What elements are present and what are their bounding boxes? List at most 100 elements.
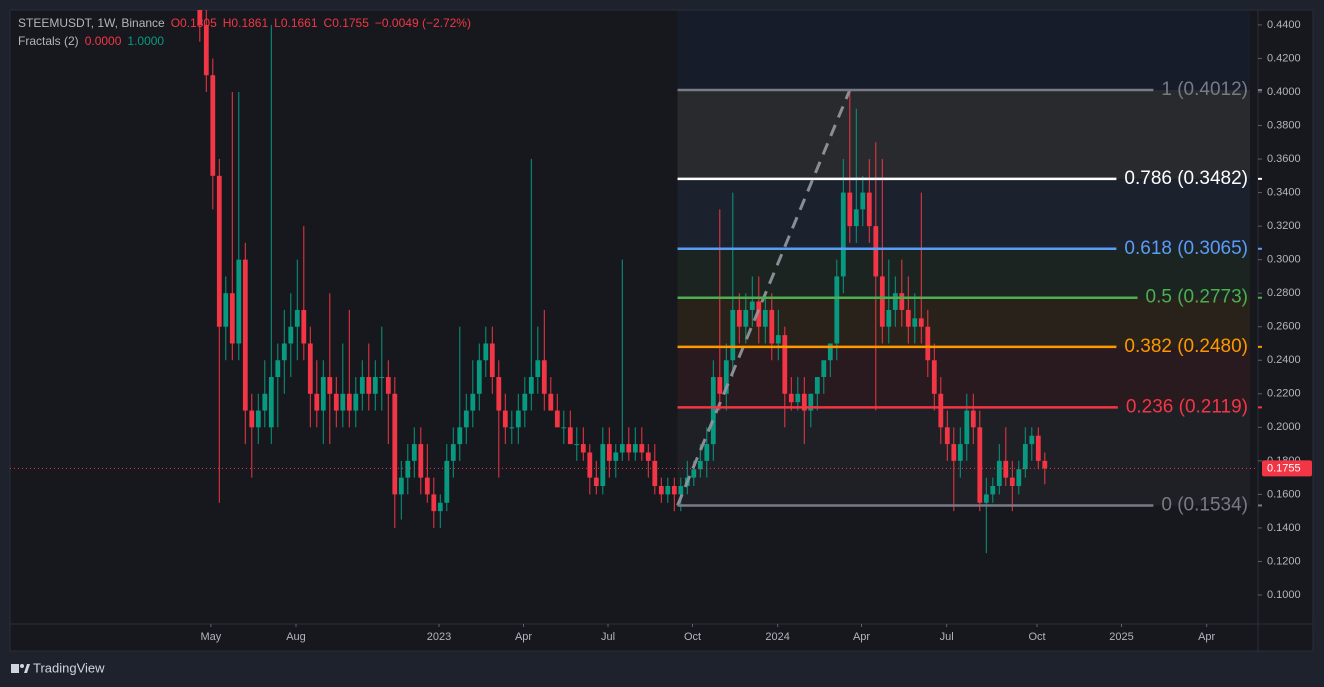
x-tick-label: Jul — [601, 631, 615, 643]
candle-body — [918, 318, 924, 327]
candle-body — [372, 377, 378, 394]
y-tick-label: 0.4000 — [1267, 86, 1301, 98]
candle-body — [470, 393, 476, 411]
candle-body — [814, 377, 820, 394]
candle-body — [444, 460, 450, 503]
candle-body — [587, 452, 593, 478]
fib: 1 (0.4012) 0.786 (0.3482) 0.618 (0.3065) 0.… — [10, 79, 1258, 515]
candle-body — [996, 460, 1002, 487]
candle-body — [873, 226, 879, 277]
candle-body — [808, 393, 814, 411]
axes: 0.10000.12000.14000.16000.18000.20000.22… — [200, 19, 1312, 643]
candle-body — [275, 360, 281, 378]
x-tick-label: Oct — [684, 631, 701, 643]
candle-body — [236, 259, 242, 344]
fib-label: 0 (0.1534) — [1161, 494, 1248, 515]
candle-body — [242, 259, 248, 411]
y-tick-label: 0.2800 — [1267, 287, 1301, 299]
candle-body — [509, 427, 515, 429]
candle-body — [931, 360, 937, 394]
candle-body — [853, 209, 859, 227]
candle-body — [645, 452, 651, 461]
fib-zone — [677, 10, 1250, 90]
candle-body — [437, 502, 443, 512]
y-tick-label: 0.4200 — [1267, 52, 1301, 64]
candle-body — [281, 343, 287, 361]
candle-body — [879, 276, 885, 327]
candle-body — [548, 393, 554, 411]
y-tick-label: 0.3000 — [1267, 254, 1301, 266]
candle-body — [1003, 460, 1009, 478]
candle-body — [346, 393, 352, 411]
y-tick-label: 0.2200 — [1267, 388, 1301, 400]
candle-body — [320, 377, 326, 411]
candle-body — [821, 360, 827, 378]
candle-body — [463, 410, 469, 428]
candle-body — [691, 469, 697, 478]
candle-body — [366, 377, 372, 394]
ohlc: L0.1661 — [274, 16, 318, 30]
candle-body — [957, 444, 963, 461]
candle-body — [223, 293, 229, 327]
y-tick-label: 0.4400 — [1267, 19, 1301, 31]
candle-body — [730, 309, 736, 361]
x-tick-label: May — [200, 631, 221, 643]
candle-body — [990, 486, 996, 495]
candle-body — [951, 444, 957, 461]
candle-body — [418, 444, 424, 478]
candle-body — [658, 486, 664, 495]
candle-body — [619, 444, 625, 453]
candle-body — [977, 427, 983, 503]
legend: STEEMUSDT, 1W, Binance O0.1805 H0.1861 L0.1… — [18, 16, 471, 30]
y-tick-label: 0.3600 — [1267, 153, 1301, 165]
candle-body — [268, 377, 274, 428]
fib-label: 0.618 (0.3065) — [1124, 238, 1248, 259]
ohlc: H0.1861 — [223, 16, 269, 30]
candle-body — [613, 452, 619, 461]
candle-body — [574, 444, 580, 446]
x-tick-label: Oct — [1028, 631, 1045, 643]
candle-body — [899, 293, 905, 310]
fib-label: 0.786 (0.3482) — [1124, 168, 1248, 189]
candle-body — [203, 24, 209, 76]
y-tick-label: 0.2000 — [1267, 421, 1301, 433]
candle-body — [567, 427, 573, 445]
candle-body — [964, 410, 970, 445]
fib-zone — [677, 346, 1250, 408]
candle-body — [886, 309, 892, 327]
fib-label: 0.5 (0.2773) — [1146, 287, 1248, 308]
candle-body — [515, 410, 521, 428]
candle-body — [424, 477, 430, 495]
candle-body — [528, 377, 534, 394]
fib-zone — [677, 89, 1250, 179]
fib-zone — [677, 178, 1250, 249]
candle-body — [489, 343, 495, 378]
candle-body — [944, 427, 950, 445]
candle-body — [561, 427, 567, 429]
candle-body — [457, 427, 463, 445]
candle-body — [301, 309, 307, 344]
candle-body — [723, 360, 729, 394]
x-tick-label: Apr — [1198, 631, 1215, 643]
candle-body — [866, 192, 872, 227]
candle-body — [1009, 477, 1015, 487]
candle-body — [665, 486, 671, 495]
candle-body — [431, 494, 437, 512]
candle-body — [860, 192, 866, 210]
candle-body — [483, 343, 489, 361]
y-tick-label: 0.3200 — [1267, 220, 1301, 232]
candle-body — [249, 410, 255, 428]
candles — [197, 10, 1048, 554]
candle-body — [639, 444, 645, 453]
candle-body — [262, 393, 268, 411]
candle-body — [717, 377, 723, 394]
candle-body — [938, 393, 944, 428]
candle-body — [834, 276, 840, 344]
candle-body — [210, 75, 216, 176]
candle-body — [502, 410, 508, 428]
candle-body — [359, 377, 365, 394]
indicator-name: Fractals (2) — [18, 34, 79, 48]
y-tick-label: 0.3800 — [1267, 119, 1301, 131]
candle-body — [1022, 444, 1028, 470]
candle-body — [307, 343, 313, 394]
